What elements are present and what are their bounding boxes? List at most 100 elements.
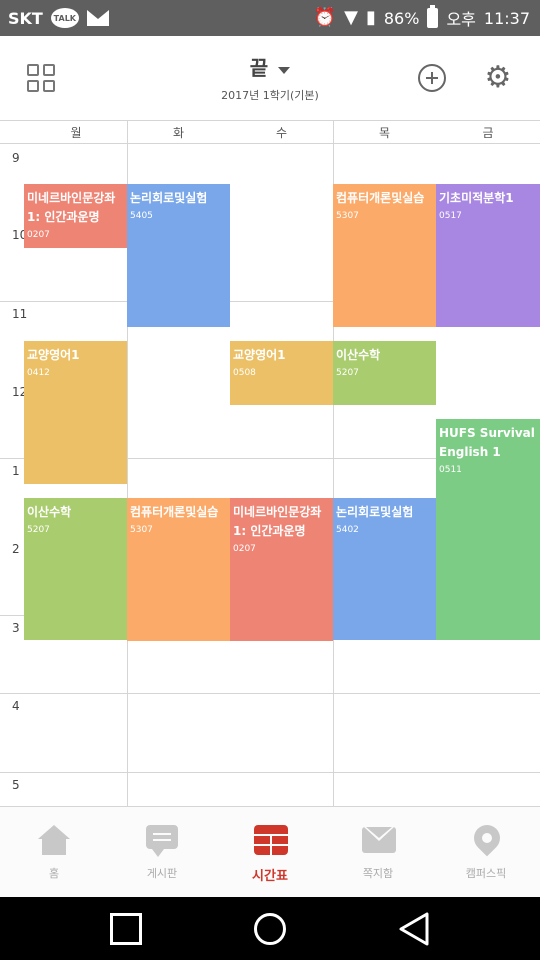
nav-label: 홈 bbox=[48, 867, 60, 880]
mail-notification-icon bbox=[86, 10, 109, 26]
grid-line bbox=[0, 458, 540, 459]
home-button[interactable] bbox=[240, 897, 300, 960]
nav-timetable[interactable]: 시간표 bbox=[216, 807, 324, 898]
semester-subtitle: 2017년 1학기(기본) bbox=[221, 89, 319, 102]
course-block[interactable]: 교양영어1 0412 bbox=[24, 341, 127, 484]
nav-label: 캠퍼스픽 bbox=[465, 867, 507, 880]
course-name: 논리회로및실험 bbox=[336, 505, 414, 519]
nav-label: 쪽지함 bbox=[362, 867, 394, 880]
caret-down-icon bbox=[278, 67, 291, 74]
course-name: 이산수학 bbox=[27, 505, 72, 519]
system-navigation-bar bbox=[0, 897, 540, 960]
grid-line bbox=[333, 121, 334, 806]
day-header-tue: 화 bbox=[172, 126, 185, 140]
day-header-thu: 목 bbox=[378, 126, 391, 140]
course-room: 0517 bbox=[439, 211, 462, 221]
nav-home[interactable]: 홈 bbox=[0, 807, 108, 898]
grid-line bbox=[0, 301, 540, 302]
course-block[interactable]: 교양영어1 0508 bbox=[230, 341, 333, 405]
course-room: 5307 bbox=[336, 211, 359, 221]
timetable-title: 끝 bbox=[249, 56, 269, 80]
course-name: 미네르바인문강좌1: 인간과운명 bbox=[233, 505, 322, 538]
grid-line bbox=[127, 121, 128, 806]
plus-circle-icon bbox=[418, 64, 446, 92]
nav-campuspick[interactable]: 캠퍼스픽 bbox=[432, 807, 540, 898]
timetable-grid: 월 화 수 목 금 9 10 11 12 1 2 3 4 5 미네르바인문강좌1… bbox=[0, 120, 540, 806]
back-button[interactable] bbox=[384, 897, 444, 960]
hour-label: 11 bbox=[12, 307, 28, 321]
hour-label: 4 bbox=[12, 699, 20, 713]
app-header: 끝 2017년 1학기(기본) ⚙ bbox=[0, 36, 540, 120]
course-room: 0412 bbox=[27, 368, 50, 378]
day-header-wed: 수 bbox=[275, 126, 288, 140]
grid-menu-icon[interactable] bbox=[27, 64, 57, 94]
add-course-button[interactable] bbox=[416, 62, 448, 94]
course-room: 5207 bbox=[27, 525, 50, 535]
course-room: 5405 bbox=[130, 211, 153, 221]
back-triangle-icon bbox=[399, 912, 429, 945]
course-block[interactable]: HUFS Survival English 1 0511 bbox=[436, 419, 540, 640]
course-block[interactable]: 논리회로및실험 5405 bbox=[127, 184, 230, 327]
time-ampm: 오후 bbox=[446, 10, 476, 29]
course-name: 논리회로및실험 bbox=[130, 191, 208, 205]
grid-line bbox=[0, 143, 540, 144]
course-room: 5402 bbox=[336, 525, 359, 535]
course-name: 이산수학 bbox=[336, 348, 381, 362]
day-header-mon: 월 bbox=[70, 126, 82, 140]
timetable-selector[interactable]: 끝 2017년 1학기(기본) bbox=[150, 52, 390, 103]
signal-icon: ▮ bbox=[365, 7, 376, 28]
day-header-fri: 금 bbox=[482, 126, 494, 140]
settings-button[interactable]: ⚙ bbox=[482, 62, 514, 94]
hour-label: 5 bbox=[12, 778, 20, 792]
nav-label: 게시판 bbox=[146, 867, 178, 880]
battery-percent: 86% bbox=[383, 8, 420, 28]
battery-icon bbox=[427, 5, 439, 28]
nav-board[interactable]: 게시판 bbox=[108, 807, 216, 898]
course-name: 교양영어1 bbox=[233, 348, 286, 362]
recent-apps-button[interactable] bbox=[96, 897, 156, 960]
course-block[interactable]: 미네르바인문강좌1: 인간과운명 0207 bbox=[230, 498, 333, 641]
nav-label: 시간표 bbox=[252, 869, 288, 884]
course-block[interactable]: 논리회로및실험 5402 bbox=[333, 498, 436, 640]
mailbox-icon bbox=[362, 825, 396, 855]
recent-apps-icon bbox=[110, 912, 142, 945]
course-name: 컴퓨터개론및실습 bbox=[336, 191, 425, 205]
clock-time: 11:37 bbox=[483, 8, 530, 28]
course-block[interactable]: 미네르바인문강좌1: 인간과운명 0207 bbox=[24, 184, 127, 248]
course-room: 0511 bbox=[439, 465, 462, 475]
course-block[interactable]: 컴퓨터개론및실습 5307 bbox=[333, 184, 436, 327]
hour-label: 1 bbox=[12, 464, 20, 478]
grid-line bbox=[0, 693, 540, 694]
timetable-icon bbox=[254, 825, 288, 855]
status-bar: SKT TALK ⏰ ▼ ▮ 86% 오후 11:37 bbox=[0, 0, 540, 36]
course-block[interactable]: 기초미적분학1 0517 bbox=[436, 184, 540, 327]
hour-label: 2 bbox=[12, 542, 20, 556]
carrier-label: SKT bbox=[8, 8, 43, 28]
grid-line bbox=[0, 772, 540, 773]
gear-icon: ⚙ bbox=[484, 60, 512, 95]
course-room: 5207 bbox=[336, 368, 359, 378]
course-block[interactable]: 이산수학 5207 bbox=[333, 341, 436, 405]
nav-mailbox[interactable]: 쪽지함 bbox=[324, 807, 432, 898]
course-block[interactable]: 컴퓨터개론및실습 5307 bbox=[127, 498, 230, 641]
hour-label: 9 bbox=[12, 151, 20, 165]
campuspick-icon bbox=[468, 819, 506, 857]
bottom-navigation: 홈 게시판 시간표 쪽지함 캠퍼스픽 bbox=[0, 806, 540, 897]
hour-label: 10 bbox=[12, 228, 28, 242]
board-icon bbox=[146, 825, 178, 857]
hour-label: 12 bbox=[12, 385, 28, 399]
course-block[interactable]: 이산수학 5207 bbox=[24, 498, 127, 640]
course-name: 교양영어1 bbox=[27, 348, 80, 362]
course-room: 0508 bbox=[233, 368, 256, 378]
kakaotalk-icon: TALK bbox=[50, 8, 79, 28]
course-name: 기초미적분학1 bbox=[439, 191, 514, 205]
wifi-icon: ▼ bbox=[344, 7, 358, 28]
home-icon bbox=[38, 825, 70, 855]
course-name: HUFS Survival English 1 bbox=[439, 426, 535, 459]
home-circle-icon bbox=[254, 912, 286, 945]
course-name: 미네르바인문강좌1: 인간과운명 bbox=[27, 191, 116, 224]
course-room: 0207 bbox=[233, 544, 256, 554]
course-name: 컴퓨터개론및실습 bbox=[130, 505, 219, 519]
alarm-icon: ⏰ bbox=[313, 7, 337, 28]
course-room: 0207 bbox=[27, 230, 50, 240]
